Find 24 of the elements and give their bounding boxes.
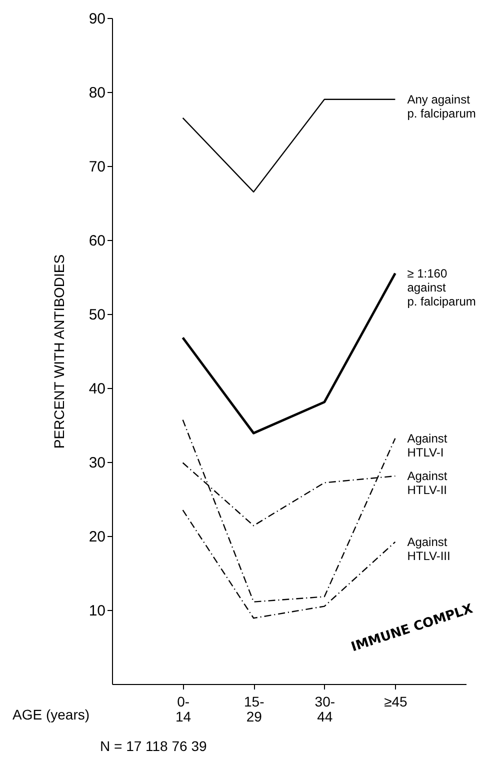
y-tick-label: 20 [88,528,106,546]
x-tick-label: 0- 14 [176,694,192,724]
line-series [182,272,396,434]
y-tick-label: 80 [88,84,106,102]
y-tick-label: 10 [88,602,106,620]
y-tick-label: 90 [88,10,106,28]
series-label: Against HTLV-II [407,469,448,498]
line-series [182,419,396,602]
x-axis-title: AGE (years) [12,706,90,722]
series-label: Against HTLV-III [407,534,450,563]
x-tick-label: 30- 44 [314,694,336,724]
series-label: ≥ 1:160 against p. falciparum [407,266,476,308]
y-axis-title: PERCENT WITH ANTIBODIES [50,254,67,449]
line-series [182,510,396,619]
x-tick-label: 15- 29 [244,694,265,724]
text: N = 17 118 76 39 [100,738,207,754]
y-tick-label: 60 [88,232,106,250]
y-tick-label: 50 [88,306,106,324]
y-tick-label: 70 [88,158,106,176]
series-label: Against HTLV-I [407,431,448,460]
y-tick-label: 30 [88,454,106,472]
y-tick-label: 40 [88,380,106,398]
x-tick-label: ≥45 [384,694,408,710]
series-label: Any against p. falciparum [407,92,476,120]
